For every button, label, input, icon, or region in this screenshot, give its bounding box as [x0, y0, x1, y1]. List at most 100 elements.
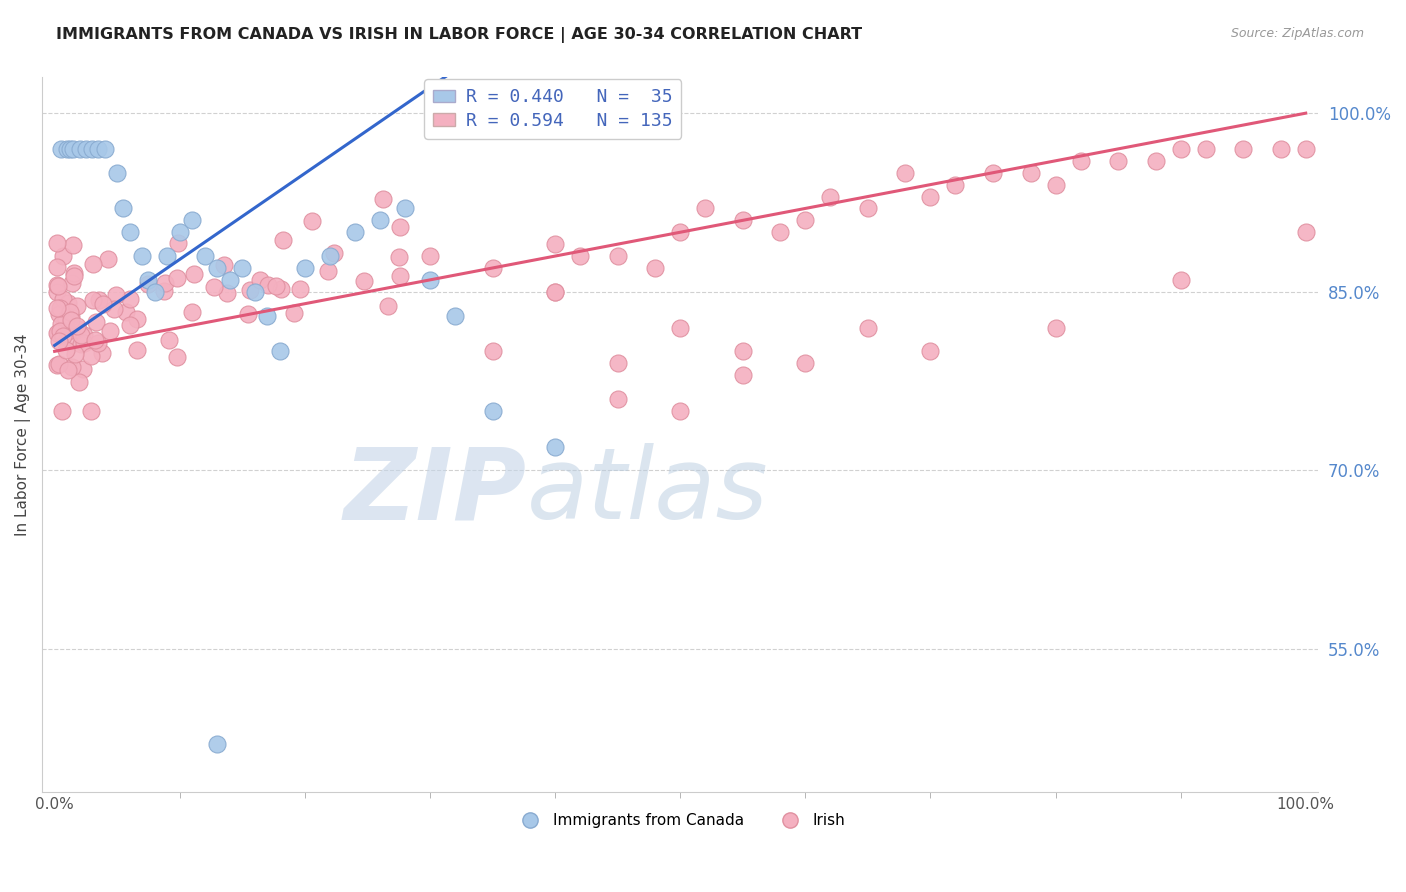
Point — [481, 344, 503, 359]
Point — [46, 278, 69, 293]
Point — [155, 276, 177, 290]
Point — [48, 307, 70, 321]
Point — [46, 358, 69, 372]
Point — [183, 267, 205, 281]
Point — [1270, 142, 1292, 156]
Point — [283, 306, 305, 320]
Point — [63, 269, 86, 284]
Point — [894, 166, 917, 180]
Point — [114, 305, 136, 319]
Point — [769, 225, 792, 239]
Point — [63, 346, 86, 360]
Point — [544, 285, 567, 299]
Point — [136, 277, 159, 291]
Point — [46, 285, 69, 299]
Point — [91, 297, 114, 311]
Point — [257, 277, 280, 292]
Point — [51, 404, 73, 418]
Point — [127, 312, 149, 326]
Point — [794, 213, 817, 227]
Point — [55, 315, 77, 329]
Point — [243, 285, 266, 299]
Point — [1019, 166, 1042, 180]
Point — [67, 321, 90, 335]
Point — [46, 278, 69, 293]
Point — [89, 293, 111, 307]
Point — [388, 220, 411, 235]
Point — [264, 279, 287, 293]
Point — [51, 317, 73, 331]
Point — [60, 310, 83, 324]
Point — [920, 189, 942, 203]
Point — [97, 252, 120, 267]
Point — [112, 202, 135, 216]
Point — [87, 335, 110, 350]
Point — [377, 299, 399, 313]
Point — [1144, 153, 1167, 168]
Point — [82, 293, 104, 307]
Point — [169, 225, 191, 239]
Y-axis label: In Labor Force | Age 30-34: In Labor Force | Age 30-34 — [15, 334, 31, 536]
Point — [49, 142, 72, 156]
Point — [98, 324, 121, 338]
Point — [288, 282, 311, 296]
Point — [695, 202, 717, 216]
Point — [256, 309, 278, 323]
Point — [56, 142, 79, 156]
Point — [156, 249, 179, 263]
Point — [67, 376, 90, 390]
Point — [167, 235, 190, 250]
Point — [118, 293, 141, 307]
Point — [920, 344, 942, 359]
Point — [46, 326, 69, 341]
Point — [46, 301, 69, 316]
Point — [166, 271, 188, 285]
Point — [606, 356, 628, 370]
Point — [731, 213, 754, 227]
Point — [83, 333, 105, 347]
Text: ZIP: ZIP — [344, 443, 527, 541]
Point — [60, 359, 83, 374]
Point — [419, 273, 441, 287]
Point — [981, 166, 1004, 180]
Point — [544, 237, 567, 252]
Point — [60, 276, 83, 290]
Point — [373, 192, 395, 206]
Point — [55, 330, 77, 344]
Point — [444, 309, 467, 323]
Point — [207, 737, 229, 751]
Point — [1170, 273, 1192, 287]
Point — [544, 440, 567, 454]
Point — [49, 301, 72, 316]
Point — [48, 334, 70, 348]
Point — [945, 178, 967, 192]
Point — [82, 257, 104, 271]
Point — [218, 273, 240, 287]
Point — [856, 320, 879, 334]
Point — [301, 214, 323, 228]
Point — [820, 189, 842, 203]
Point — [152, 285, 174, 299]
Point — [72, 328, 94, 343]
Point — [294, 260, 316, 275]
Point — [231, 260, 253, 275]
Point — [388, 250, 411, 264]
Point — [49, 324, 72, 338]
Point — [75, 142, 97, 156]
Point — [48, 357, 70, 371]
Point — [72, 361, 94, 376]
Point — [368, 213, 391, 227]
Point — [62, 142, 84, 156]
Point — [669, 320, 692, 334]
Point — [55, 343, 77, 357]
Text: IMMIGRANTS FROM CANADA VS IRISH IN LABOR FORCE | AGE 30-34 CORRELATION CHART: IMMIGRANTS FROM CANADA VS IRISH IN LABOR… — [56, 27, 862, 43]
Point — [59, 142, 82, 156]
Point — [569, 249, 592, 263]
Point — [544, 285, 567, 299]
Point — [82, 142, 104, 156]
Point — [84, 315, 107, 329]
Point — [1070, 153, 1092, 168]
Point — [194, 249, 217, 263]
Point — [1295, 142, 1317, 156]
Point — [105, 288, 128, 302]
